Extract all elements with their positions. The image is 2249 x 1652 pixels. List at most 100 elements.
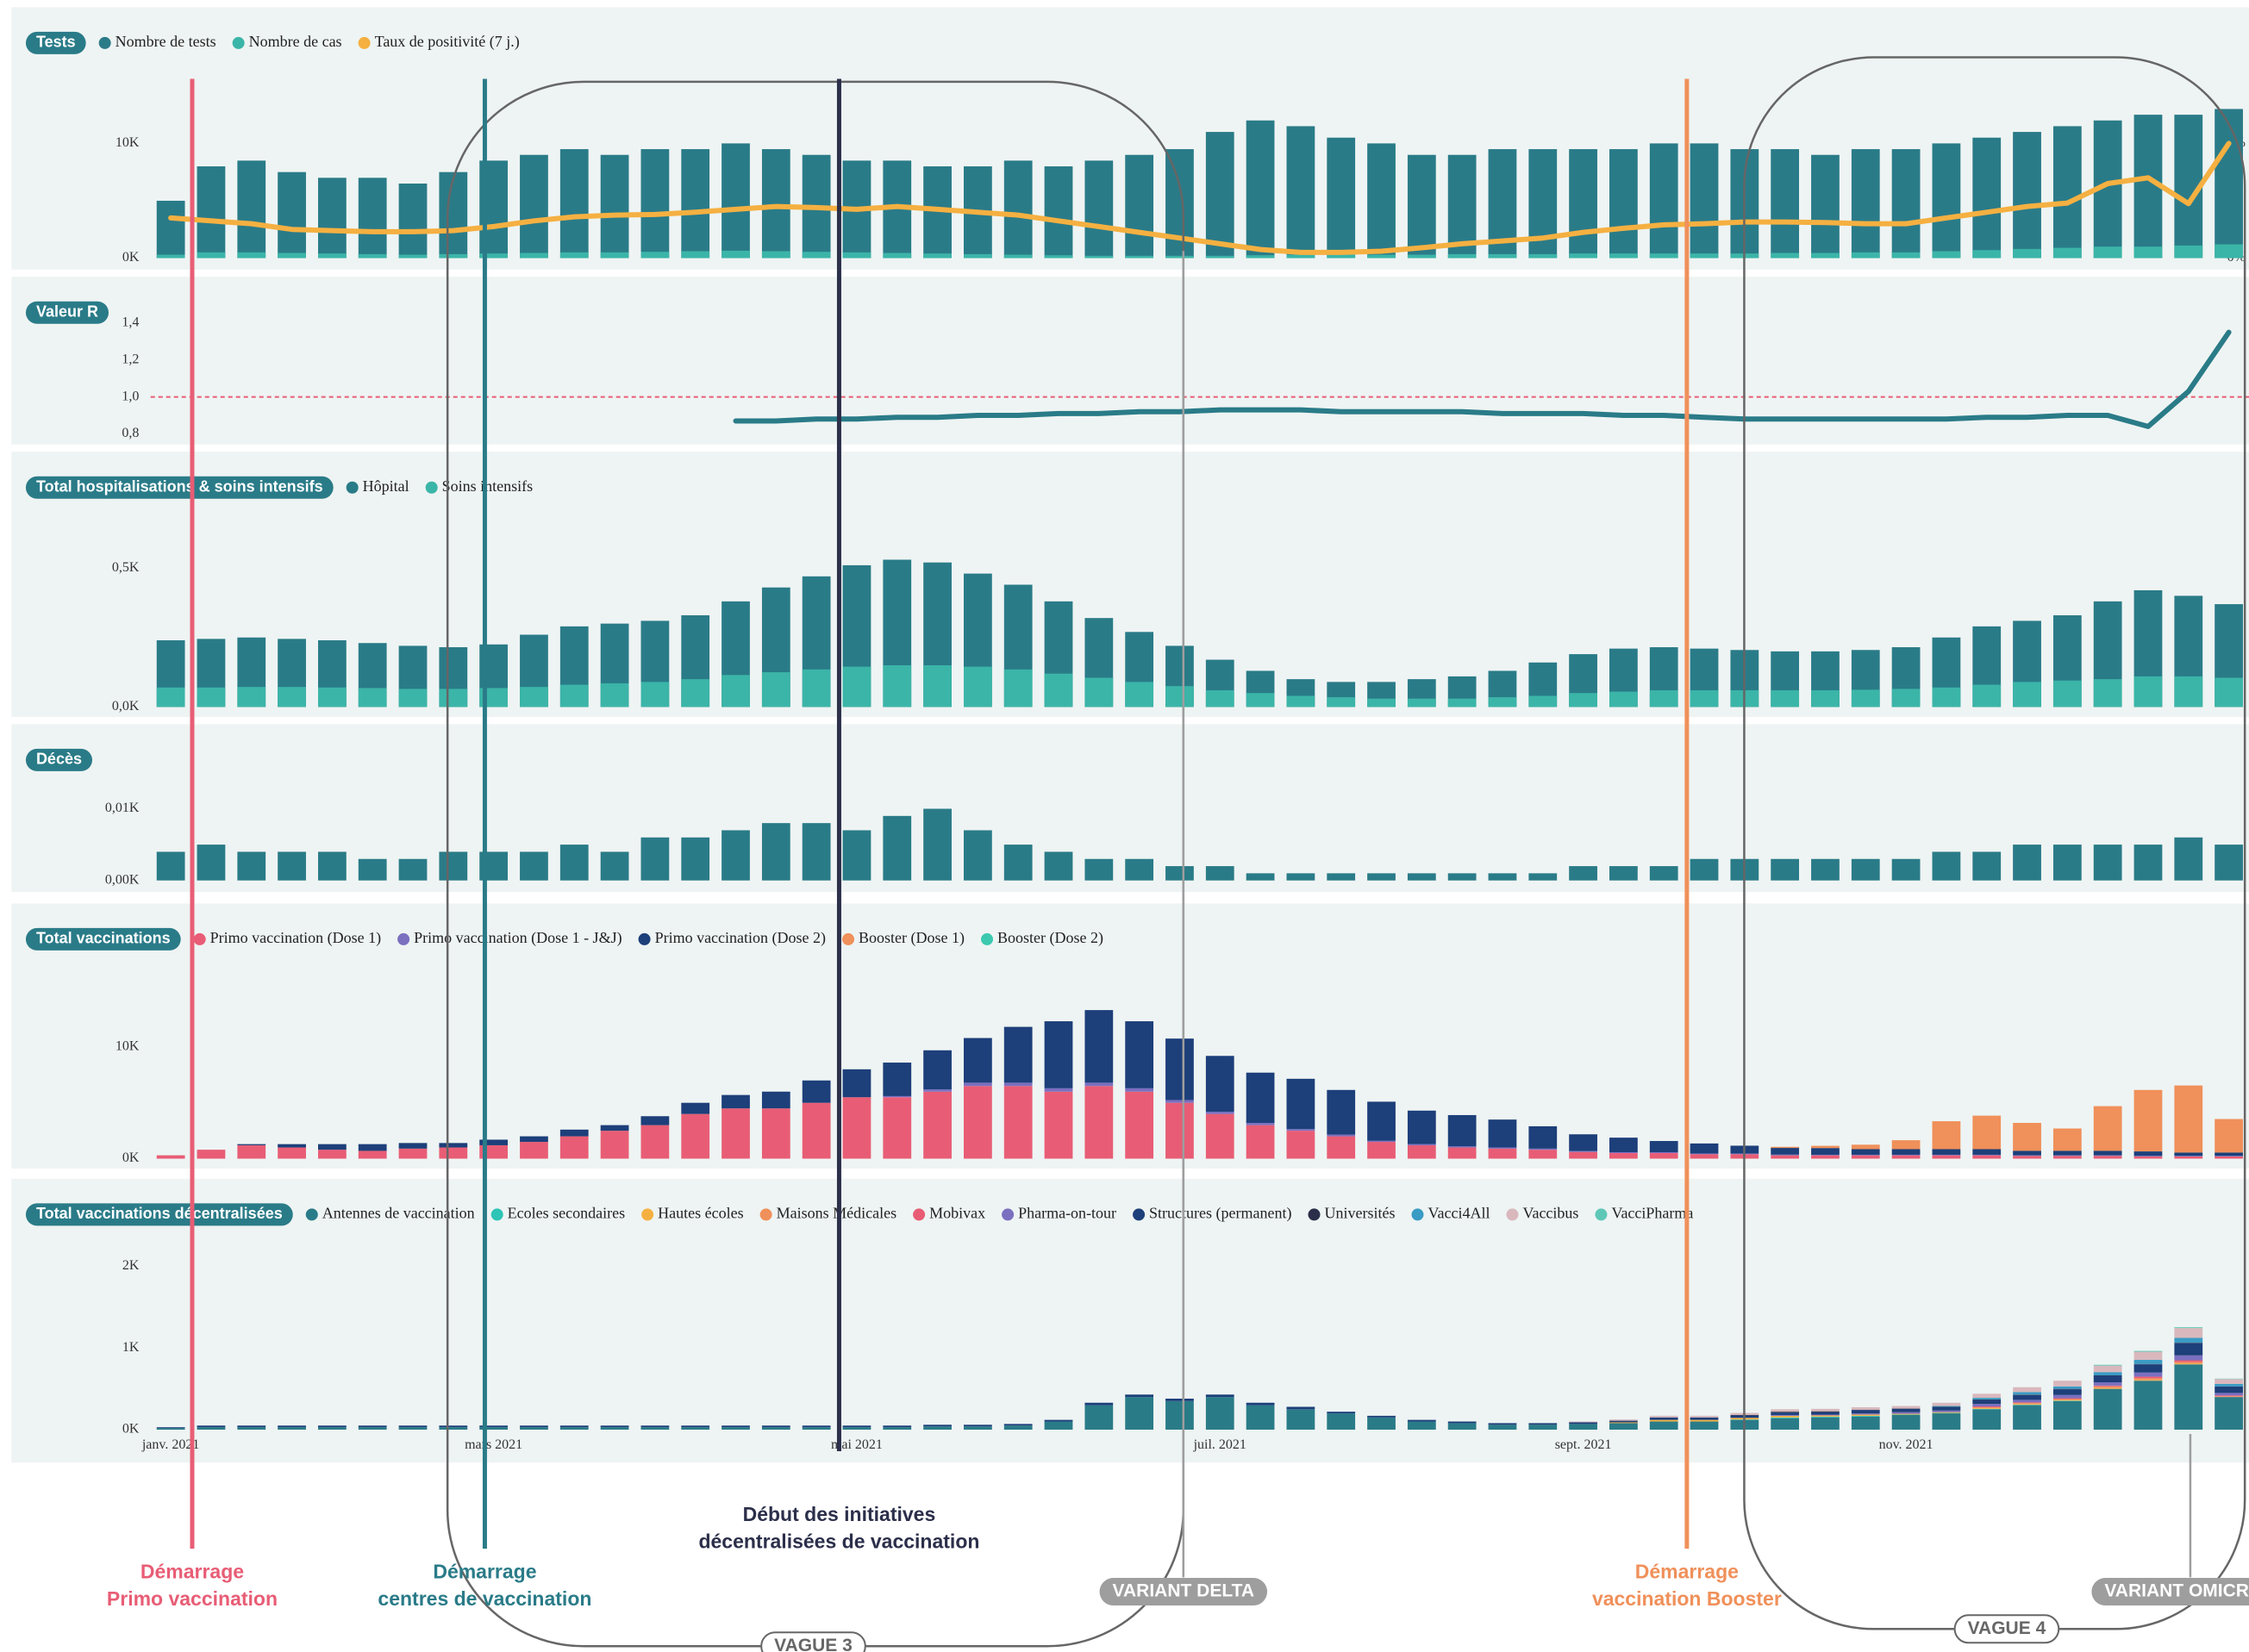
bar — [2093, 1387, 2122, 1389]
bar — [1972, 1115, 2002, 1150]
bar — [358, 1144, 387, 1151]
bar — [237, 851, 266, 881]
bar — [964, 1086, 992, 1159]
bar — [1609, 1151, 1638, 1154]
bar — [2093, 1375, 2122, 1383]
bar — [559, 684, 589, 708]
bar — [2174, 1363, 2203, 1365]
bar — [2133, 1151, 2163, 1156]
legend-label: Ecoles secondaires — [508, 1205, 625, 1222]
title-badge — [25, 927, 181, 951]
bar — [2052, 1156, 2082, 1159]
bar — [1569, 1150, 1597, 1152]
panel-title: Total vaccinations — [36, 930, 171, 947]
bar — [681, 251, 710, 259]
bar — [1407, 1144, 1436, 1145]
bar — [2052, 1128, 2082, 1151]
bar — [1044, 673, 1073, 708]
bar — [197, 252, 226, 259]
bar — [1811, 1414, 1840, 1416]
bar — [1690, 1419, 1719, 1422]
bar — [2013, 1404, 2041, 1406]
bar — [439, 171, 468, 259]
bar — [317, 1425, 347, 1428]
bar — [1286, 1406, 1315, 1410]
bar — [1528, 253, 1558, 259]
bar — [640, 1427, 670, 1431]
bar — [1972, 1406, 2002, 1408]
bar — [1327, 1089, 1356, 1135]
bar — [1447, 698, 1477, 708]
bar — [559, 1136, 589, 1159]
bar — [1972, 250, 2002, 259]
bar — [317, 1427, 347, 1431]
bar — [923, 1050, 952, 1090]
bar — [439, 851, 468, 881]
bar — [2215, 1156, 2243, 1159]
legend-swatch — [842, 932, 855, 945]
bar — [842, 1069, 871, 1098]
bar — [1286, 126, 1315, 259]
legend-label: Hôpital — [363, 477, 409, 495]
bar — [2052, 1394, 2082, 1399]
bar — [2215, 845, 2243, 881]
bar — [681, 1102, 710, 1114]
bar — [842, 1097, 871, 1159]
bar — [398, 1148, 428, 1159]
bar — [1205, 690, 1234, 708]
bar — [1609, 866, 1638, 881]
bar — [1246, 255, 1275, 259]
bar — [1690, 1415, 1719, 1418]
bar — [2133, 1380, 2163, 1381]
bar — [559, 1425, 589, 1428]
legend-label: Nombre de tests — [116, 33, 216, 50]
bar — [2093, 1156, 2122, 1159]
panel-title: Total vaccinations décentralisées — [36, 1205, 283, 1222]
bar — [2133, 1381, 2163, 1431]
bar — [964, 666, 992, 708]
bar — [1891, 1412, 1921, 1414]
legend-label: Soins intensifs — [442, 477, 534, 495]
bar — [520, 687, 548, 708]
bar — [681, 1113, 710, 1159]
bar — [802, 1080, 831, 1103]
bar — [559, 1129, 589, 1137]
bar — [1771, 149, 1800, 259]
bar — [1165, 1399, 1194, 1401]
bar — [1367, 873, 1396, 881]
bar — [883, 1097, 912, 1159]
bar — [722, 675, 750, 708]
bar — [1932, 1154, 1961, 1156]
bar — [156, 1427, 185, 1429]
bar — [640, 682, 670, 708]
legend-swatch — [358, 36, 371, 49]
legend-label: Taux de positivité (7 j.) — [375, 33, 520, 51]
bar — [1811, 1408, 1840, 1412]
bar — [1569, 253, 1597, 259]
legend-label: Maisons Médicales — [777, 1205, 896, 1222]
bar — [883, 1425, 912, 1428]
bar — [1205, 1112, 1234, 1114]
bar — [1165, 866, 1194, 881]
bar — [1851, 1154, 1880, 1156]
bar — [2215, 1397, 2243, 1431]
event-label: décentralisées de vaccination — [698, 1530, 979, 1553]
bar — [681, 1425, 710, 1428]
legend-label: Nombre de cas — [249, 33, 342, 50]
bar — [1528, 1125, 1558, 1149]
bar — [1811, 1417, 1840, 1431]
panel-title: Valeur R — [36, 303, 98, 321]
bar — [237, 1144, 266, 1159]
bar — [2013, 1394, 2041, 1400]
line — [733, 329, 2232, 429]
bar — [1891, 252, 1921, 259]
bar — [1327, 1413, 1356, 1431]
bar — [802, 823, 831, 881]
bar — [1771, 690, 1800, 708]
bar — [640, 1116, 670, 1125]
bar — [2093, 1388, 2122, 1431]
bar — [1811, 1412, 1840, 1415]
bar — [2174, 1362, 2203, 1364]
bar — [1367, 1417, 1396, 1431]
bar — [479, 1425, 509, 1428]
